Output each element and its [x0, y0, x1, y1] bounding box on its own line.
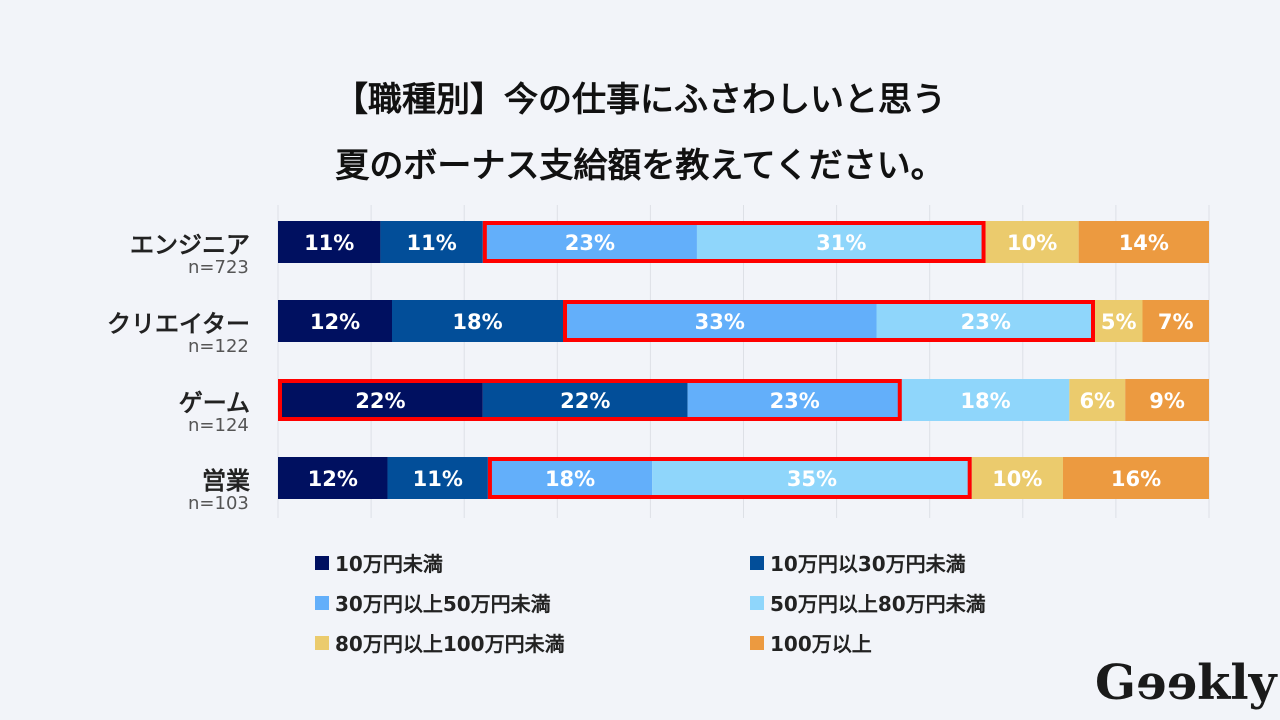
- bar-segment: [387, 457, 488, 499]
- legend-item: 10万円未満: [315, 548, 443, 577]
- bar-segment: [985, 221, 1079, 263]
- data-label: 10%: [1007, 231, 1057, 255]
- bar-segment: [278, 300, 392, 342]
- bar-segment: [563, 300, 877, 342]
- category-label: 営業: [202, 467, 250, 495]
- category-label: クリエイター: [106, 310, 250, 338]
- bar-segment: [971, 457, 1063, 499]
- bar-segment: [876, 300, 1095, 342]
- data-label: 23%: [565, 231, 615, 255]
- data-label: 23%: [770, 389, 820, 413]
- legend-label: 10万円未満: [335, 552, 443, 576]
- data-label: 22%: [355, 389, 405, 413]
- legend-item: 100万以上: [750, 628, 872, 657]
- data-label: 12%: [310, 310, 360, 334]
- legend-label: 50万円以上80万円未満: [770, 592, 986, 616]
- legend-item: 80万円以上100万円未満: [315, 628, 565, 657]
- highlight-box: [278, 379, 902, 421]
- bar-segment: [487, 457, 653, 499]
- highlight-box: [487, 457, 972, 499]
- legend-label: 30万円以上50万円未満: [335, 592, 551, 616]
- bar-segment: [1125, 379, 1209, 421]
- data-label: 10%: [992, 467, 1042, 491]
- bar-segment: [380, 221, 483, 263]
- legend-swatch: [315, 595, 329, 610]
- bar-segment: [1078, 221, 1209, 263]
- legend-label: 80万円以上100万円未満: [335, 632, 565, 656]
- data-label: 6%: [1079, 389, 1115, 413]
- bar-segment: [1142, 300, 1209, 342]
- legend-item: 30万円以上50万円未満: [315, 588, 551, 617]
- data-label: 12%: [308, 467, 358, 491]
- data-label: 23%: [961, 310, 1011, 334]
- bar-segment: [901, 379, 1070, 421]
- bar-segment: [482, 221, 697, 263]
- data-label: 18%: [960, 389, 1010, 413]
- sample-size-label: n=122: [188, 336, 249, 357]
- chart-title-line1: 【職種別】今の仕事にふさわしいと思う: [334, 80, 946, 120]
- data-label: 11%: [413, 467, 463, 491]
- data-label: 31%: [816, 231, 866, 255]
- data-label: 16%: [1111, 467, 1161, 491]
- data-label: 14%: [1119, 231, 1169, 255]
- bar-segment: [392, 300, 563, 342]
- data-label: 7%: [1158, 310, 1194, 334]
- bar-segment: [278, 221, 381, 263]
- bar-segment: [278, 379, 483, 421]
- highlight-box: [482, 221, 986, 263]
- bar-segment: [687, 379, 902, 421]
- bar-segment: [696, 221, 986, 263]
- sample-size-label: n=103: [188, 493, 249, 514]
- data-label: 18%: [452, 310, 502, 334]
- bar-segment: [278, 457, 388, 499]
- bar-segment: [1069, 379, 1126, 421]
- legend-swatch: [315, 635, 329, 650]
- geekly-logo: Geekly: [1095, 655, 1277, 711]
- data-label: 9%: [1149, 389, 1185, 413]
- legend-swatch: [750, 635, 764, 650]
- category-label: エンジニア: [130, 231, 250, 259]
- legend-item: 10万円以30万円未満: [750, 548, 966, 577]
- legend-swatch: [750, 555, 764, 570]
- data-label: 22%: [560, 389, 610, 413]
- data-label: 11%: [304, 231, 354, 255]
- legend-label: 100万以上: [770, 632, 872, 656]
- data-label: 11%: [406, 231, 456, 255]
- sample-size-label: n=124: [188, 415, 249, 436]
- legend-label: 10万円以30万円未満: [770, 552, 966, 576]
- legend-item: 50万円以上80万円未満: [750, 588, 986, 617]
- data-label: 33%: [695, 310, 745, 334]
- data-label: 18%: [545, 467, 595, 491]
- category-label: ゲーム: [178, 389, 250, 417]
- legend-swatch: [315, 555, 329, 570]
- data-label: 5%: [1101, 310, 1137, 334]
- bar-segment: [1095, 300, 1143, 342]
- data-label: 35%: [787, 467, 837, 491]
- chart-title-line2: 夏のボーナス支給額を教えてください。: [335, 146, 945, 186]
- bar-segment: [652, 457, 972, 499]
- bar-segment: [1062, 457, 1209, 499]
- sample-size-label: n=723: [188, 257, 249, 278]
- legend-swatch: [750, 595, 764, 610]
- bar-segment: [482, 379, 688, 421]
- highlight-box: [563, 300, 1095, 342]
